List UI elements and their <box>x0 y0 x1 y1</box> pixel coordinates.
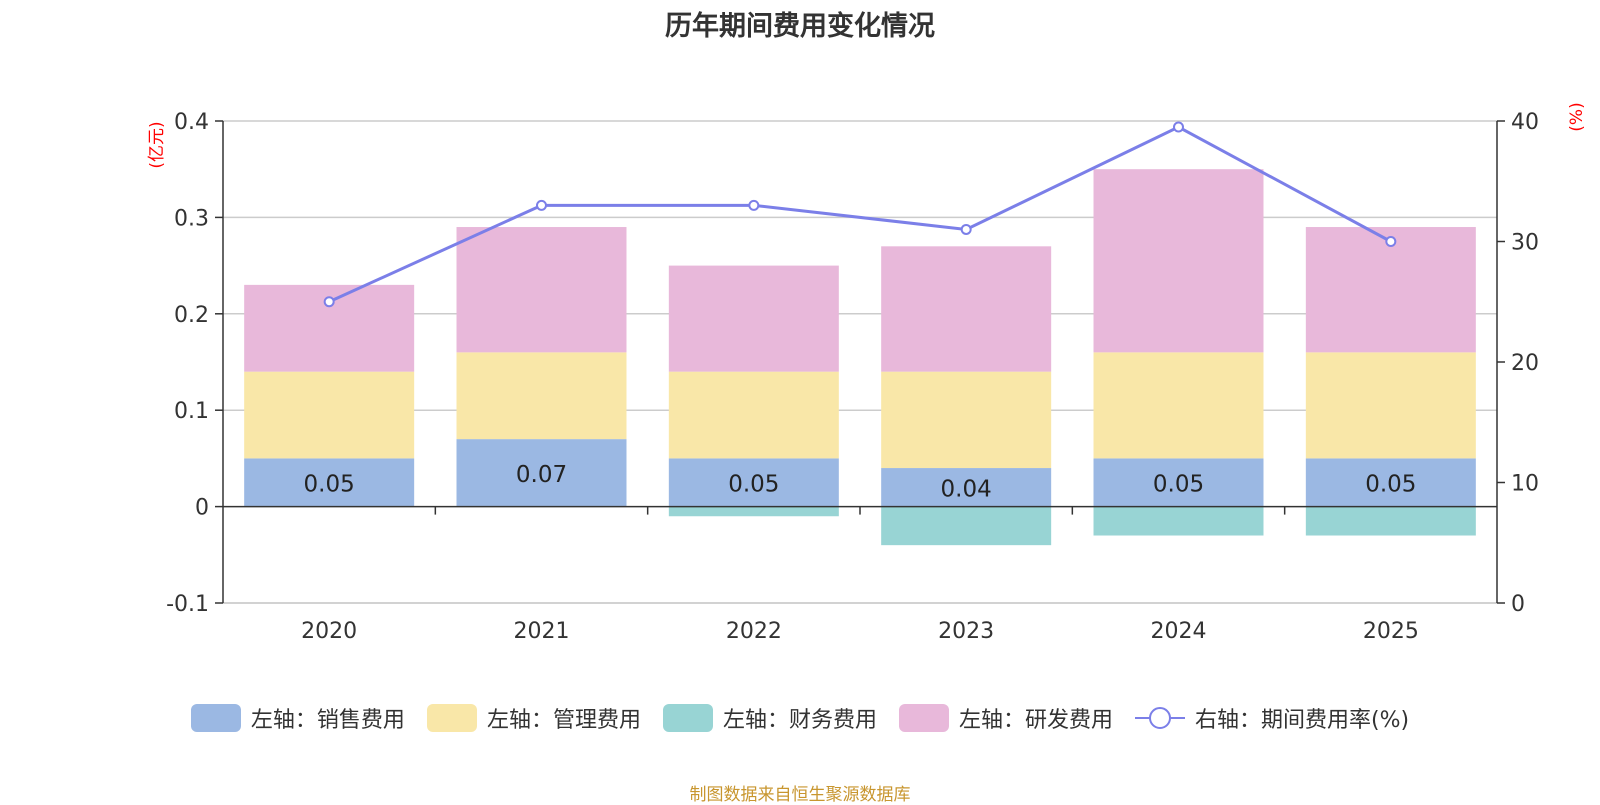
bar-segment <box>881 371 1052 469</box>
y-right-tick-label: 10 <box>1511 472 1539 497</box>
y-left-tick-label: -0.1 <box>166 592 209 617</box>
legend-label: 左轴：研发费用 <box>958 708 1113 733</box>
bar-segment <box>668 506 839 517</box>
line-point <box>323 296 335 308</box>
bars <box>244 169 1476 546</box>
x-tick-label: 2022 <box>726 619 782 644</box>
line-point <box>1173 121 1184 133</box>
bar-segment <box>668 458 839 507</box>
bar-segment <box>244 371 415 459</box>
y-left-tick-label: 0.4 <box>174 110 209 135</box>
bar-value-label: 0.05 <box>304 472 355 498</box>
bar-segment <box>1305 506 1476 536</box>
x-tick-label: 2024 <box>1151 619 1207 644</box>
axes: -0.1 0 0.1 0.2 0.3 0.4 0 10 20 30 40 2020 2021 2022 20… <box>166 110 1539 644</box>
line-point <box>748 199 760 211</box>
legend-line-marker <box>1148 707 1171 729</box>
legend-item[interactable]: 右轴：期间费用率(%) <box>1134 702 1410 734</box>
y-left-axis-label: (亿元) <box>147 121 167 168</box>
legend-swatch <box>898 704 949 732</box>
bar-segment <box>1305 458 1476 507</box>
bar-value-label: 0.07 <box>516 462 567 488</box>
expense-rate-polyline <box>328 125 1392 304</box>
bar-segment <box>1305 352 1476 459</box>
x-tick-label: 2021 <box>514 619 570 644</box>
bar-value-label: 0.05 <box>1365 472 1416 498</box>
legend-label: 左轴：管理费用 <box>486 708 641 733</box>
legend-label: 右轴：期间费用率(%) <box>1194 708 1410 733</box>
bar-segment <box>881 506 1052 546</box>
bar-segment <box>881 246 1052 372</box>
y-right-tick-label: 40 <box>1511 110 1539 135</box>
expense-rate-line <box>323 121 1397 308</box>
x-tick-label: 2023 <box>938 619 994 644</box>
y-right-tick-label: 30 <box>1511 231 1539 256</box>
legend-swatch <box>190 704 241 732</box>
x-tick-label: 2020 <box>301 619 357 644</box>
bar-value-label: 0.05 <box>728 472 779 498</box>
bar-value-label: 0.05 <box>1153 472 1204 498</box>
y-right-tick-label: 20 <box>1511 351 1539 376</box>
bar-value-label: 0.04 <box>941 476 992 502</box>
bar-segment <box>881 468 1052 507</box>
bar-segment <box>456 227 627 353</box>
bar-segment <box>668 265 839 372</box>
legend-label: 左轴：销售费用 <box>250 708 405 733</box>
bar-segment <box>1093 169 1264 353</box>
bar-segment <box>456 352 627 440</box>
y-right-axis-label: (%) <box>1567 102 1587 131</box>
chart-title: 历年期间费用变化情况 <box>665 11 935 42</box>
legend-item[interactable]: 左轴：管理费用 <box>426 702 641 734</box>
y-left-tick-label: 0.2 <box>174 303 209 328</box>
legend-swatch <box>426 704 477 732</box>
bar-segment <box>1305 227 1476 353</box>
data-labels: 0.05 0.07 0.05 0.04 0.05 0.05 <box>304 462 1417 502</box>
bar-segment <box>244 458 415 507</box>
legend-line-swatch <box>1134 707 1185 729</box>
bar-segment <box>1093 506 1264 536</box>
bar-segment <box>456 439 627 507</box>
legend-item[interactable]: 左轴：财务费用 <box>662 702 877 734</box>
legend: 左轴：销售费用 左轴：管理费用 左轴：财务费用 左轴：研发费用 右轴：期间费用率(%) <box>0 702 1600 734</box>
source-note: 制图数据来自恒生聚源数据库 <box>689 785 911 805</box>
legend-swatch <box>662 704 713 732</box>
line-point <box>1385 236 1397 247</box>
legend-item[interactable]: 左轴：研发费用 <box>898 702 1113 734</box>
y-left-tick-label: 0.1 <box>174 399 209 424</box>
line-point <box>960 223 972 235</box>
y-left-tick-label: 0 <box>195 496 209 521</box>
y-right-tick-label: 0 <box>1511 592 1525 617</box>
legend-item[interactable]: 左轴：销售费用 <box>190 702 405 734</box>
bar-segment <box>1093 352 1264 459</box>
bar-segment <box>1093 458 1264 507</box>
y-left-tick-label: 0.3 <box>174 206 209 231</box>
line-point <box>536 199 547 211</box>
legend-label: 左轴：财务费用 <box>722 708 877 733</box>
bar-segment <box>668 371 839 459</box>
x-tick-label: 2025 <box>1363 619 1419 644</box>
